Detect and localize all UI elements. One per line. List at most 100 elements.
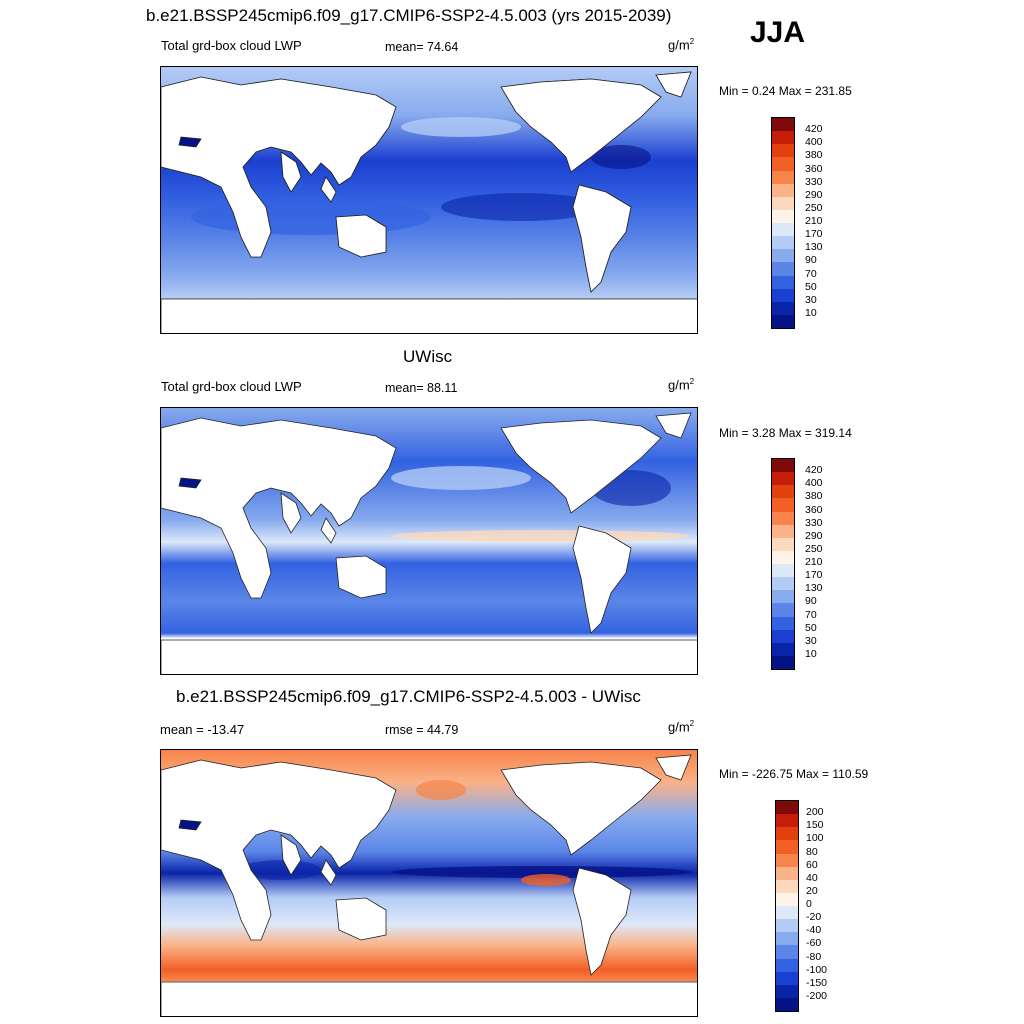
panel1-field-label: Total grd-box cloud LWP — [161, 38, 302, 53]
colorbar-swatch — [772, 629, 794, 643]
panel2-map-svg — [161, 408, 697, 674]
colorbar-swatch — [776, 945, 798, 959]
panel1-units: g/m2 — [668, 37, 695, 53]
colorbar-swatch — [772, 550, 794, 564]
panel2-minmax: Min = 3.28 Max = 319.14 — [719, 426, 852, 440]
colorbar-tick-label: 290 — [805, 529, 823, 542]
colorbar-swatch — [776, 932, 798, 946]
colorbar-tick-label: 380 — [805, 490, 823, 503]
panel1-map — [160, 66, 698, 334]
colorbar-swatch — [772, 577, 794, 591]
colorbar-swatch — [772, 511, 794, 525]
panel1-map-svg — [161, 67, 697, 333]
colorbar-swatch — [776, 892, 798, 906]
colorbar-tick-label: 400 — [805, 477, 823, 490]
colorbar-tick-label: 100 — [806, 832, 824, 845]
panel3-map — [160, 749, 698, 1017]
panel3-map-svg — [161, 750, 697, 1016]
panel3-mean: mean = -13.47 — [160, 722, 245, 737]
colorbar-swatch — [772, 236, 794, 250]
colorbar-tick-label: -150 — [806, 976, 828, 989]
colorbar-swatch — [772, 209, 794, 223]
colorbar-swatch — [772, 524, 794, 538]
colorbar-swatch — [772, 537, 794, 551]
colorbar-swatch — [772, 616, 794, 630]
colorbar-tick-label: 0 — [806, 898, 812, 910]
colorbar-tick-label: 10 — [805, 647, 817, 660]
colorbar-tick-label: 330 — [805, 175, 823, 188]
colorbar-tick-label: 200 — [806, 806, 824, 819]
colorbar-tick-label: 130 — [805, 582, 823, 595]
colorbar-tick-label: 20 — [806, 884, 818, 897]
colorbar-swatch — [776, 827, 798, 841]
colorbar-swatch — [772, 301, 794, 315]
panel1-colorbar — [771, 117, 795, 329]
colorbar-tick-label: 80 — [806, 845, 818, 858]
colorbar-swatch — [772, 275, 794, 289]
colorbar-swatch — [772, 498, 794, 512]
colorbar-swatch — [772, 642, 794, 656]
colorbar-swatch — [772, 144, 794, 158]
colorbar-swatch — [772, 590, 794, 604]
colorbar-swatch — [776, 997, 798, 1011]
colorbar-tick-label: 250 — [805, 542, 823, 555]
colorbar-tick-label: 10 — [805, 306, 817, 319]
colorbar-swatch — [776, 840, 798, 854]
colorbar-tick-label: -100 — [806, 963, 828, 976]
panel3-colorbar — [775, 800, 799, 1012]
panel2-colorbar — [771, 458, 795, 670]
colorbar-swatch — [772, 485, 794, 499]
colorbar-tick-label: 170 — [805, 228, 823, 241]
colorbar-swatch — [772, 183, 794, 197]
colorbar-tick-label: -80 — [806, 950, 822, 963]
colorbar-tick-label: 70 — [805, 608, 817, 621]
colorbar-swatch — [776, 906, 798, 920]
colorbar-tick-label: 40 — [806, 871, 818, 884]
colorbar-tick-label: 290 — [805, 188, 823, 201]
colorbar-swatch — [776, 866, 798, 880]
colorbar-tick-label: 30 — [805, 293, 817, 306]
colorbar-swatch — [776, 814, 798, 828]
panel2-title: UWisc — [403, 347, 453, 366]
colorbar-swatch — [772, 459, 794, 473]
colorbar-swatch — [776, 919, 798, 933]
panel1-minmax: Min = 0.24 Max = 231.85 — [719, 84, 852, 98]
panel2-mean: mean= 88.11 — [385, 381, 458, 395]
continents — [161, 71, 697, 333]
colorbar-tick-label: 400 — [805, 136, 823, 149]
colorbar-swatch — [772, 262, 794, 276]
season-label: JJA — [750, 16, 806, 49]
colorbar-swatch — [776, 971, 798, 985]
colorbar-swatch — [772, 472, 794, 486]
colorbar-tick-label: -60 — [806, 937, 822, 950]
colorbar-tick-label: 360 — [805, 162, 823, 175]
colorbar-swatch — [772, 157, 794, 171]
colorbar-tick-label: 130 — [805, 241, 823, 254]
colorbar-tick-label: -200 — [806, 989, 828, 1002]
panel3-title: b.e21.BSSP245cmip6.f09_g17.CMIP6-SSP2-4.… — [176, 687, 641, 706]
panel3-minmax: Min = -226.75 Max = 110.59 — [719, 767, 869, 781]
colorbar-swatch — [772, 170, 794, 184]
panel3-units: g/m2 — [668, 719, 695, 735]
colorbar-tick-label: 30 — [805, 634, 817, 647]
colorbar-tick-label: 330 — [805, 516, 823, 529]
colorbar-tick-label: 360 — [805, 503, 823, 516]
panel3-rmse: rmse = 44.79 — [385, 723, 459, 737]
colorbar-swatch — [776, 958, 798, 972]
colorbar-tick-label: -40 — [806, 924, 822, 937]
colorbar-swatch — [772, 603, 794, 617]
colorbar-swatch — [772, 314, 794, 328]
panel3-colorbar-ticks: 200 150 100 80 60 40 20 0 -20 -40 -60 -80 -100 -150 -2… — [806, 800, 846, 1012]
colorbar-swatch — [772, 655, 794, 669]
colorbar-swatch — [772, 196, 794, 210]
colorbar-tick-label: -20 — [806, 911, 822, 924]
colorbar-tick-label: 50 — [805, 621, 817, 634]
panel2-map — [160, 407, 698, 675]
colorbar-swatch — [776, 879, 798, 893]
colorbar-tick-label: 60 — [806, 858, 818, 871]
panel2-field-label: Total grd-box cloud LWP — [161, 379, 302, 394]
colorbar-tick-label: 380 — [805, 149, 823, 162]
colorbar-tick-label: 250 — [805, 201, 823, 214]
colorbar-swatch — [772, 131, 794, 145]
colorbar-tick-label: 170 — [805, 569, 823, 582]
